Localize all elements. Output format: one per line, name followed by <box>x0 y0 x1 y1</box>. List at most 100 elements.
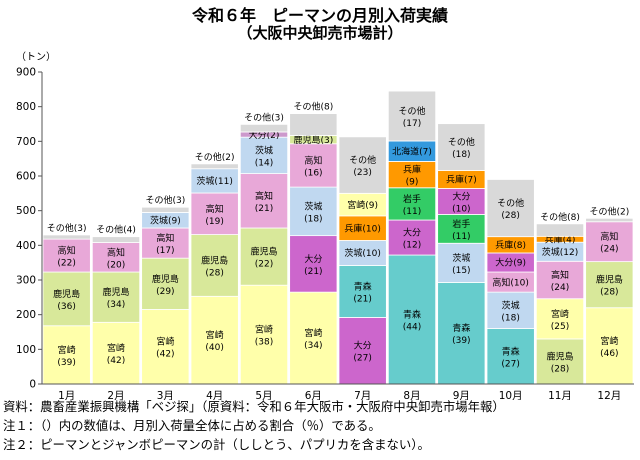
segment-pct: (18) <box>501 313 519 323</box>
segment-pct: (46) <box>600 349 618 359</box>
bar-2月: 宮崎 (42) 鹿児島 (34) 高知 (20) その他(4) <box>91 224 141 385</box>
x-tick-label: 11月 <box>548 390 572 400</box>
segment-pct: (24) <box>600 245 618 255</box>
bar-segment <box>239 123 289 133</box>
bar-3月: 宮崎 (42) 鹿児島 (29) 高知 (17) 茨城(9) その他(3) <box>141 194 190 385</box>
segment-label: その他 <box>398 105 425 117</box>
segment-pct: (21) <box>353 294 371 304</box>
segment-label: 高知(10) <box>492 276 528 288</box>
bar-segment <box>486 328 535 385</box>
bar-segment <box>42 234 91 240</box>
segment-label: その他(3) <box>47 222 87 234</box>
segment-label: 宮崎 <box>156 336 174 348</box>
bar-segment <box>289 186 338 237</box>
bar-segment <box>289 291 338 385</box>
y-tick-label: 0 <box>29 379 36 391</box>
segment-pct: (22) <box>255 260 273 270</box>
segment-label: 宮崎 <box>551 308 569 320</box>
segment-pct: (27) <box>501 359 519 369</box>
bar-6月: 宮崎 (34) 大分 (21) 茨城 (18) 高知 (16) 鹿児島(3) その他(8) <box>289 101 338 385</box>
note-2: 注２：ピーマンとジャンボピーマンの計（ししとう、パプリカを含まない）。 <box>3 437 430 452</box>
bar-segment <box>387 90 437 142</box>
segment-label: 茨城(12) <box>542 246 578 258</box>
bar-segment <box>190 234 239 297</box>
segment-pct: (42) <box>156 350 174 360</box>
segment-label: 宮崎 <box>304 327 322 339</box>
segment-label: 鹿児島 <box>596 274 623 286</box>
segment-label: 宮崎 <box>206 329 224 341</box>
segment-pct: (17) <box>156 246 174 256</box>
segment-label: 鹿児島 <box>201 254 228 266</box>
segment-label: 高知 <box>255 190 273 202</box>
segment-pct: (18) <box>452 150 470 160</box>
segment-pct: (21) <box>304 267 322 277</box>
segment-label: 大分 <box>354 340 372 352</box>
bar-8月: 青森 (44) 大分 (12) 岩手 (11) 兵庫 (9) 北海道(7) その他 (17) <box>387 90 437 385</box>
segment-pct: (17) <box>403 119 421 129</box>
segment-label: その他(2) <box>195 151 235 163</box>
x-tick-label: 6月 <box>305 390 322 400</box>
segment-label: 茨城(11) <box>196 175 232 187</box>
y-tick-label: 800 <box>16 101 36 113</box>
segment-pct: (28) <box>501 211 519 221</box>
segment-pct: (16) <box>304 168 322 178</box>
y-tick-label: 400 <box>16 240 36 252</box>
segment-label: その他(3) <box>244 111 284 123</box>
bar-segment <box>91 321 141 385</box>
segment-label: 茨城 <box>502 299 520 311</box>
segment-label: 鹿児島 <box>152 273 179 285</box>
y-tick-label: 500 <box>16 205 36 217</box>
segment-label: 茨城 <box>304 200 322 212</box>
segment-label: 宮崎 <box>255 324 273 336</box>
segment-label: 茨城 <box>255 144 273 156</box>
segment-label: その他(8) <box>540 211 580 223</box>
bar-11月: 鹿児島(28)宮崎(25)高知(24)茨城(12)兵庫(4)その他(8) <box>535 211 585 385</box>
x-tick-label: 5月 <box>255 390 272 400</box>
segment-label: 宮崎 <box>107 342 125 354</box>
segment-label: 大分(9) <box>495 257 526 269</box>
bar-segment <box>239 136 289 174</box>
segment-label: 鹿児島(3) <box>293 134 333 146</box>
segment-pct: (15) <box>452 266 470 276</box>
bar-1月: 宮崎 (39) 鹿児島 (36) 高知 (22) その他(3) <box>42 222 91 385</box>
stacked-bar-chart: （トン） 0 100 200 300 400 500 600 700 800 900 宮崎 (39)… <box>16 51 634 400</box>
segment-pct: (21) <box>255 204 273 214</box>
segment-pct: (28) <box>205 268 223 278</box>
bar-segment <box>141 257 190 310</box>
bar-segment <box>387 187 437 221</box>
bar-7月: 大分 (27) 青森 (21) 茨城(10) 兵庫(10) 宮崎(9) その他 (23) <box>338 136 387 385</box>
x-tick-label: 12月 <box>597 390 621 400</box>
bar-segment <box>338 136 387 194</box>
bar-segment <box>141 206 190 213</box>
bar-segment <box>91 236 141 243</box>
segment-label: 高知 <box>206 203 224 215</box>
segment-pct: (42) <box>107 356 125 366</box>
segment-pct: (11) <box>403 207 421 217</box>
bar-segment <box>486 291 535 329</box>
segment-pct: (10) <box>452 204 470 214</box>
segment-pct: (38) <box>255 338 273 348</box>
y-tick-label: 200 <box>16 309 36 321</box>
segment-pct: (14) <box>255 158 273 168</box>
segment-pct: (18) <box>304 214 322 224</box>
segment-label: 兵庫(10) <box>344 222 380 234</box>
chart-subtitle: （大阪中央卸売市場計） <box>237 24 403 42</box>
segment-pct: (39) <box>57 358 75 368</box>
segment-pct: (29) <box>156 287 174 297</box>
bar-segment <box>42 238 91 273</box>
segment-pct: (23) <box>353 168 371 178</box>
segment-label: その他(4) <box>96 224 136 236</box>
segment-label: 高知 <box>156 232 174 244</box>
segment-label: 鹿児島 <box>53 288 80 300</box>
bar-segment <box>437 242 486 283</box>
bar-segment <box>141 309 190 385</box>
x-tick-label: 8月 <box>403 390 420 400</box>
segment-pct: (22) <box>57 259 75 269</box>
segment-label: 鹿児島 <box>102 286 129 298</box>
segment-label: 宮崎(9) <box>347 199 378 211</box>
x-tick-label: 7月 <box>354 390 371 400</box>
segment-label: 大分 <box>452 190 470 202</box>
bar-segment <box>585 261 634 309</box>
segment-label: 茨城(9) <box>150 214 181 226</box>
note-1: 注１：（）内の数値は、月別入荷量全体に占める割合（％）である。 <box>3 418 381 433</box>
